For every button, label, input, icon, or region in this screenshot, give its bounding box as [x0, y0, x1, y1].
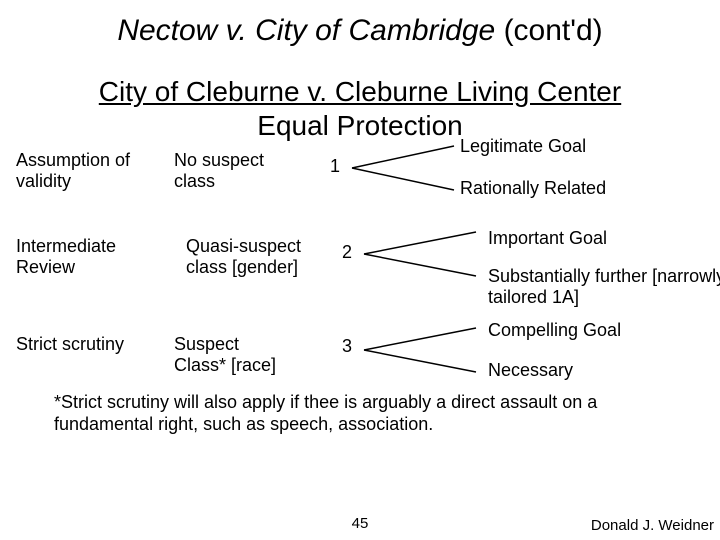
- relationship-label: Substantially further [narrowly tailored…: [488, 266, 720, 308]
- class-type-label: Quasi-suspect class [gender]: [186, 236, 306, 278]
- tier-number: 2: [342, 242, 362, 263]
- footnote-text: *Strict scrutiny will also apply if thee…: [54, 392, 666, 435]
- relationship-label: Necessary: [488, 360, 720, 381]
- tier-number: 3: [342, 336, 362, 357]
- slide-subtitle: City of Cleburne v. Cleburne Living Cent…: [0, 76, 720, 108]
- content-area: Assumption of validity No suspect class …: [0, 148, 720, 435]
- title-case-name: Nectow v. City of Cambridge: [117, 14, 503, 47]
- title-contd: (cont'd): [504, 14, 603, 47]
- review-level-label: Assumption of validity: [16, 150, 146, 192]
- goal-label: Legitimate Goal: [460, 136, 708, 157]
- author-name: Donald J. Weidner: [591, 517, 714, 534]
- goal-label: Important Goal: [488, 228, 720, 249]
- class-type-label: Suspect Class* [race]: [174, 334, 294, 376]
- scrutiny-row: Assumption of validity No suspect class …: [0, 148, 720, 234]
- review-level-label: Intermediate Review: [16, 236, 146, 278]
- tier-number: 1: [330, 156, 350, 177]
- goal-label: Compelling Goal: [488, 320, 720, 341]
- relationship-label: Rationally Related: [460, 178, 708, 199]
- fork-lines-icon: [360, 226, 480, 282]
- fork-lines-icon: [360, 322, 480, 378]
- scrutiny-row: Intermediate Review Quasi-suspect class …: [0, 234, 720, 320]
- fork-lines-icon: [348, 140, 458, 196]
- class-type-label: No suspect class: [174, 150, 294, 192]
- review-level-label: Strict scrutiny: [16, 334, 146, 355]
- slide-title: Nectow v. City of Cambridge (cont'd): [0, 0, 720, 48]
- scrutiny-row: Strict scrutiny Suspect Class* [race] 3 …: [0, 320, 720, 392]
